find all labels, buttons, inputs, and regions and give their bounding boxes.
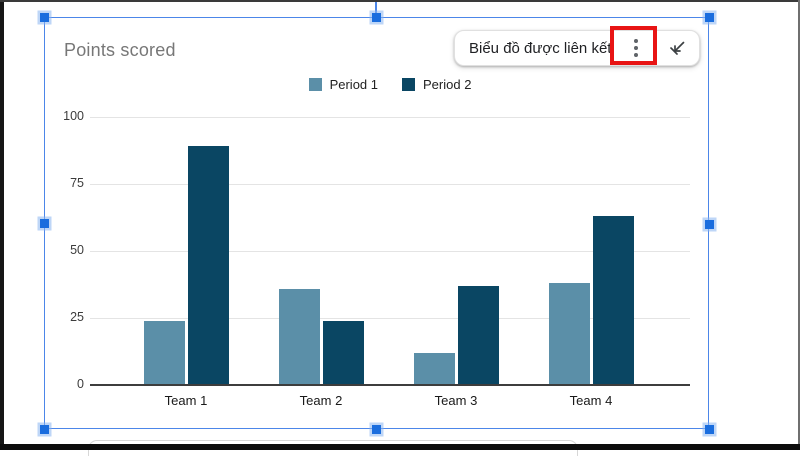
legend-label: Period 2 (423, 77, 472, 92)
y-axis-tick-label: 25 (70, 310, 84, 324)
x-axis-label: Team 4 (569, 393, 613, 408)
bar-team3-period1 (413, 352, 455, 385)
selection-handle-sw[interactable] (39, 424, 49, 434)
gridline (90, 183, 690, 185)
legend-item: Period 1 (308, 77, 378, 92)
x-axis-label: Team 1 (164, 393, 208, 408)
more-options-button[interactable] (615, 30, 657, 66)
gridline (90, 317, 690, 319)
gridline (90, 116, 690, 118)
selection-handle-ne[interactable] (704, 12, 714, 22)
bar-team4-period2 (592, 216, 634, 385)
legend-swatch (308, 78, 322, 91)
bar-team2-period2 (322, 320, 364, 385)
gridline (90, 250, 690, 252)
x-axis-label: Team 2 (299, 393, 343, 408)
x-axis-baseline (90, 384, 690, 386)
bar-team2-period1 (278, 288, 320, 385)
selection-handle-nw[interactable] (39, 12, 49, 22)
screen-edge-right (798, 0, 800, 450)
collapse-arrow-icon (670, 41, 685, 55)
screen-edge-bottom (0, 444, 800, 450)
vertical-ellipsis-icon (634, 39, 638, 57)
legend-label: Period 1 (329, 77, 378, 92)
screen-edge-top (0, 0, 800, 2)
legend-swatch (402, 78, 415, 91)
y-axis-tick-label: 50 (70, 243, 84, 257)
x-axis-label: Team 3 (434, 393, 478, 408)
y-axis-tick-label: 75 (70, 176, 84, 190)
bar-team1-period2 (187, 146, 229, 385)
selection-handle-s[interactable] (372, 424, 381, 434)
selection-handle-e[interactable] (704, 219, 714, 229)
caret-line (375, 0, 377, 18)
y-axis-tick-label: 0 (77, 377, 84, 391)
chart-legend: Period 1 Period 2 (0, 77, 780, 92)
unlink-collapse-button[interactable] (657, 30, 699, 66)
linked-chart-label: Biểu đồ được liên kết (469, 39, 612, 57)
legend-item: Period 2 (402, 77, 471, 92)
bar-team4-period1 (548, 283, 590, 385)
selection-handle-w[interactable] (39, 218, 49, 228)
bar-team3-period2 (457, 285, 499, 385)
bar-team1-period1 (143, 320, 185, 385)
y-axis-tick-label: 100 (63, 109, 84, 123)
selection-handle-se[interactable] (704, 424, 714, 434)
linked-chart-toolbar: Biểu đồ được liên kết (454, 30, 700, 66)
selection-box (44, 17, 709, 429)
screen-edge-left (0, 0, 4, 450)
selection-handle-n[interactable] (372, 12, 381, 22)
chart-title: Points scored (64, 40, 176, 60)
